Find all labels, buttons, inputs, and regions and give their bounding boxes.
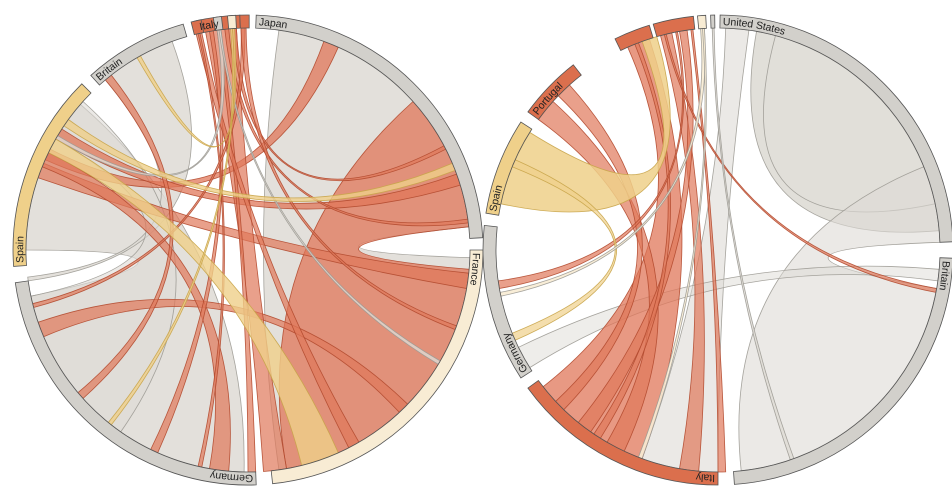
group-label: France: [467, 253, 482, 287]
group-label: Germany: [208, 469, 253, 484]
group-arc: [719, 14, 952, 243]
group-arc: [12, 83, 92, 267]
group-arc: [212, 16, 224, 31]
ribbons: [25, 27, 471, 473]
group-label: Britain: [936, 261, 951, 292]
group-arc: [485, 121, 533, 216]
group-arc: [255, 14, 484, 239]
group-arc: [733, 257, 952, 485]
group-arc: [227, 14, 237, 30]
group-arc: [527, 379, 719, 486]
group-arc: [697, 14, 707, 30]
group-label: Italy: [198, 18, 220, 33]
chord-diagram-right: United StatesBritainItalyGermanySpainPor…: [482, 14, 952, 486]
group-label: Japan: [259, 16, 289, 31]
group-arc: [90, 23, 188, 86]
group-arc: [14, 280, 257, 486]
group-arc: [190, 19, 205, 36]
group-arc: [652, 15, 696, 38]
group-label: Italy: [695, 471, 716, 484]
ribbons: [497, 27, 941, 473]
group-arc: [527, 64, 582, 121]
group-arcs: United StatesBritainItalyGermanySpainPor…: [482, 14, 952, 486]
group-arc: [482, 224, 533, 379]
group-arc: [270, 249, 484, 485]
group-label: Spain: [14, 236, 26, 264]
group-arc: [710, 14, 716, 29]
group-arc: [614, 24, 654, 52]
group-arc: [239, 14, 250, 29]
